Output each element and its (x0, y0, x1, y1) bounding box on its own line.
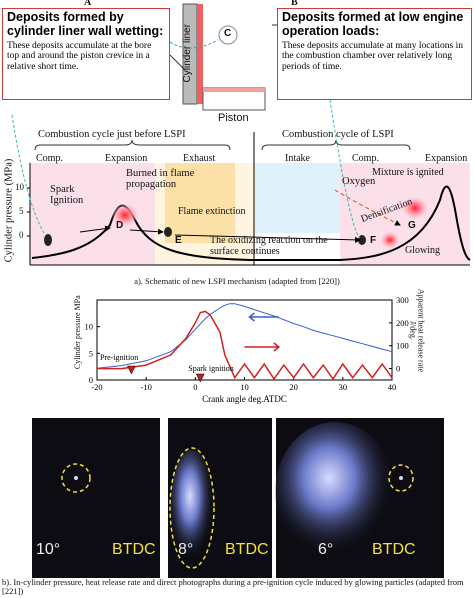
x-tick-label: 30 (339, 382, 348, 392)
y2-tick-label: 100 (396, 341, 409, 351)
spark-marker (195, 373, 205, 383)
schematic-ytick: 10 (15, 182, 24, 192)
phase: Exhaust (183, 153, 216, 164)
y-tick-label: 5 (89, 348, 93, 358)
liner-label: Cylinder liner (181, 24, 193, 83)
spark-label: Spark Ignition (50, 184, 84, 207)
letter: D (116, 220, 124, 231)
x-tick-label: 10 (240, 382, 249, 392)
phase: Intake (285, 153, 310, 164)
red-arrow (244, 342, 281, 352)
photo-unit: BTDC (372, 541, 416, 558)
y2-tick-label: 300 (396, 295, 409, 305)
phase: Comp. (352, 153, 379, 164)
chart-ylabel: Cylinder pressure MPa (72, 295, 82, 370)
chart-y2label: Apparent heat release rate J/deg. (408, 288, 426, 373)
schematic-ytick: 0 (19, 230, 24, 240)
annotation: Pre-ignition (100, 353, 138, 362)
photo-angle: 6° (318, 541, 334, 558)
box-a-title: Deposits formed by cylinder liner wall w… (7, 10, 164, 38)
letter: E (175, 235, 182, 246)
glowing-label: Glowing (405, 245, 440, 256)
oxidizing-label: The oxidizing reaction on the surface co… (210, 235, 328, 257)
cycle-lspi: Combustion cycle of LSPI (282, 129, 394, 140)
phase: Expansion (425, 153, 468, 164)
cylinder-drawing (169, 3, 291, 111)
label-c: C (224, 28, 232, 39)
schematic-ytick: 5 (19, 206, 24, 216)
x-axis-label: Crank angle deg.ATDC (202, 394, 287, 404)
caption-b: b). In-cylinder pressure, heat release r… (2, 577, 464, 596)
letter: F (370, 235, 377, 246)
x-tick-label: 0 (193, 382, 197, 392)
label-b: B (291, 0, 298, 8)
box-a-body: These deposits accumulate at the bore to… (7, 40, 152, 73)
letter: G (408, 220, 416, 231)
ignited-label: Mixture is ignited (372, 167, 444, 178)
label-a: A (84, 0, 92, 8)
photo-angle: 8° (178, 541, 194, 558)
box-a: Deposits formed by cylinder liner wall w… (2, 8, 170, 100)
phase: Expansion (105, 153, 148, 164)
burned-label: Burned in flame propagation (126, 168, 195, 191)
series-line (96, 303, 393, 369)
photo-unit: BTDC (112, 541, 156, 558)
oxygen-label: Oxygen (342, 176, 376, 187)
caption-a: a). Schematic of new LSPI mechanism (ada… (134, 276, 340, 286)
y-tick-label: 10 (85, 322, 94, 332)
photo-angle: 10° (36, 541, 61, 558)
y2-tick-label: 0 (396, 364, 400, 374)
cycle-before: Combustion cycle just before LSPI (38, 129, 186, 140)
y2-tick-label: 200 (396, 318, 409, 328)
photo-strip (32, 418, 444, 578)
schematic-ylabel: Cylinder pressure (MPa) (3, 158, 15, 263)
photo-unit: BTDC (225, 541, 269, 558)
x-tick-label: 20 (289, 382, 298, 392)
blue-arrow (248, 312, 279, 322)
box-b-title: Deposits formed at low engine operation … (282, 10, 464, 38)
box-b-body: These deposits accumulate at many locati… (282, 40, 463, 73)
x-tick-label: -20 (91, 382, 102, 392)
annotation: Spark ignition (188, 364, 234, 373)
x-tick-label: -10 (140, 382, 151, 392)
series-line (97, 310, 393, 381)
box-b: Deposits formed at low engine operation … (277, 8, 472, 100)
extinction-label: Flame extinction (178, 206, 246, 217)
x-tick-label: 40 (388, 382, 397, 392)
y-tick-label: 0 (89, 375, 93, 385)
schematic-panel (11, 99, 471, 266)
pre-ignition-marker (127, 365, 136, 375)
piston-label: Piston (218, 112, 249, 124)
phase: Comp. (36, 153, 63, 164)
